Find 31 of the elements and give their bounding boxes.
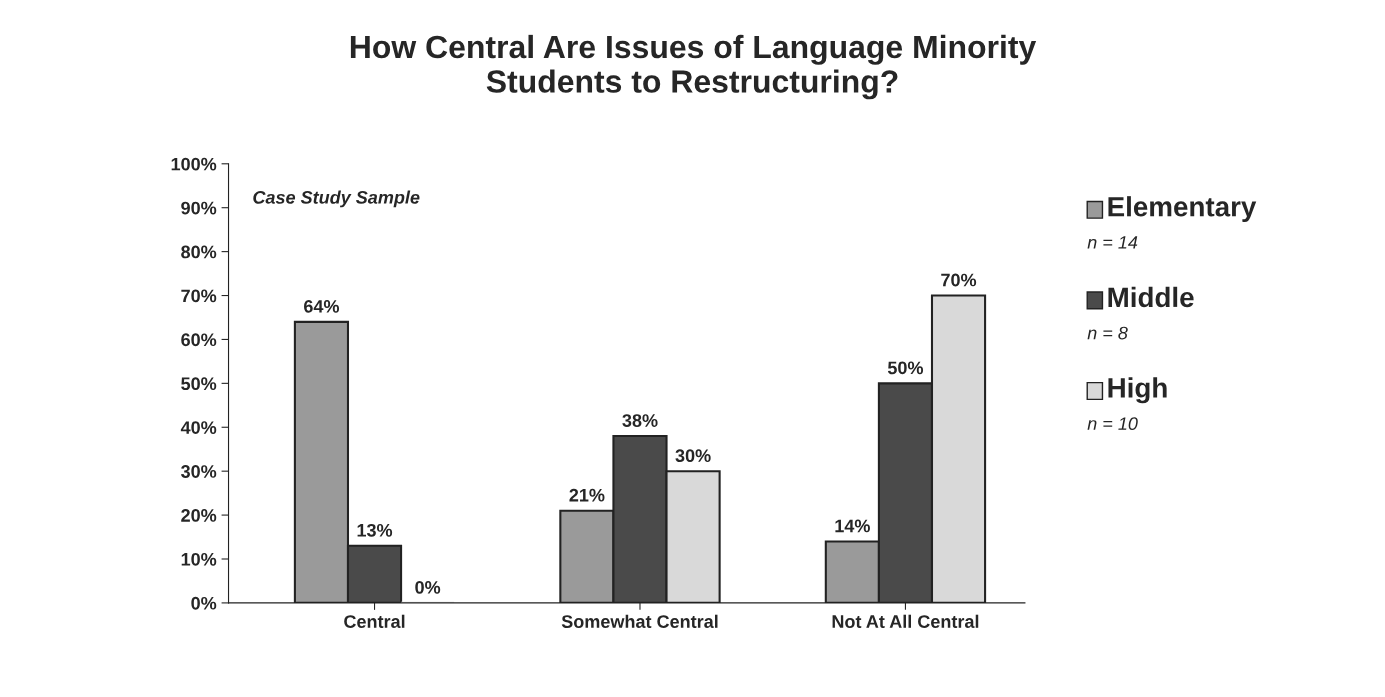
data-label: 21%	[569, 488, 605, 502]
y-tick-label: 100%	[171, 157, 217, 171]
text: n = 10	[1087, 417, 1138, 431]
x-tick-label: Somewhat Central	[561, 614, 718, 628]
y-tick-label: 20%	[181, 509, 217, 522]
y-tick-label: 40%	[180, 421, 217, 434]
legend-label: High	[1108, 377, 1167, 404]
legend-label: Elementary	[1108, 196, 1257, 223]
data-label: 0%	[415, 581, 441, 594]
data-label: 50%	[887, 361, 924, 375]
data-label: 30%	[675, 449, 711, 463]
legend-label: Middle	[1108, 286, 1194, 308]
text: n = 8	[1087, 326, 1128, 340]
data-label: 14%	[835, 519, 870, 533]
x-tick-label: Central	[344, 614, 405, 628]
y-tick-label: 80%	[181, 245, 217, 259]
text: n = 14	[1087, 236, 1138, 249]
y-tick-label: 90%	[181, 201, 217, 215]
y-tick-label: 10%	[181, 552, 217, 566]
chart-title: How Central Are Issues of Language Minority Students to Restructuring?	[350, 34, 1037, 100]
annotation: Case Study Sample	[253, 190, 420, 208]
data-label: 64%	[304, 299, 340, 313]
data-label: 38%	[622, 414, 658, 427]
data-label: 70%	[941, 273, 977, 287]
y-tick-label: 60%	[181, 333, 217, 347]
y-tick-label: 0%	[191, 596, 217, 610]
x-tick-label: Not At All Central	[832, 614, 979, 628]
y-tick-label: 70%	[181, 289, 217, 303]
y-tick-label: 30%	[181, 465, 217, 478]
y-tick-label: 50%	[181, 377, 217, 391]
data-label: 13%	[357, 523, 393, 537]
